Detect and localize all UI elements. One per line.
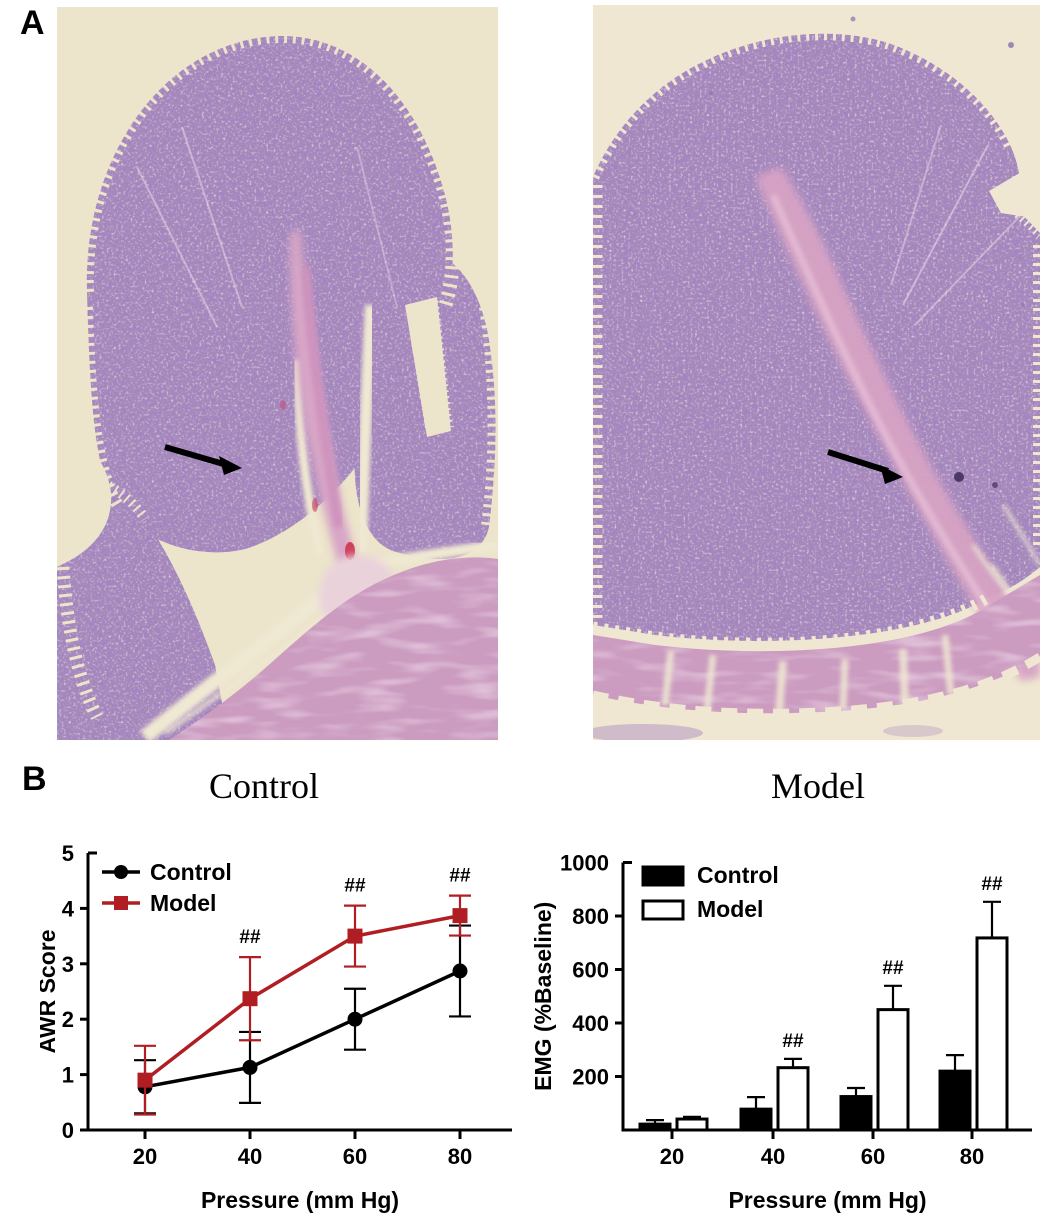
data-point — [347, 1011, 363, 1027]
data-point — [347, 928, 363, 944]
caption-control: Control — [208, 766, 320, 806]
x-tick-label: 60 — [861, 1144, 885, 1169]
caption-model: Model — [771, 766, 865, 806]
lamina-propria-band — [755, 167, 1040, 681]
awr-line-chart: 0 1 2 3 4 5 20 40 60 80 Pressure (mm Hg) AWR Score #… — [40, 841, 512, 1213]
bar-model — [975, 936, 1009, 1132]
x-axis-title: Pressure (mm Hg) — [728, 1187, 926, 1213]
data-point — [452, 963, 468, 979]
bar-control — [938, 1069, 972, 1132]
significance-label: ## — [882, 958, 904, 979]
x-tick-label: 40 — [761, 1144, 785, 1169]
bar-model — [776, 1066, 810, 1132]
legend-label: Control — [697, 862, 779, 888]
significance-label: ## — [449, 866, 471, 887]
legend-swatch — [641, 899, 685, 921]
legend-item-model: Model — [641, 896, 763, 922]
x-tick-label: 20 — [660, 1144, 684, 1169]
x-tick-label: 40 — [238, 1144, 262, 1169]
significance-label: ## — [344, 876, 366, 897]
x-tick-label: 80 — [448, 1144, 472, 1169]
emg-bar-chart: 200 400 600 800 1000 20 40 60 80 Pressure (mm Hg)… — [530, 851, 1032, 1213]
x-tick-label: 60 — [343, 1144, 367, 1169]
bar-control — [739, 1107, 773, 1132]
debris-specks — [709, 16, 1025, 488]
right-edge-notch — [989, 161, 1040, 219]
x-tick-label: 20 — [133, 1144, 157, 1169]
y-tick-label: 1 — [62, 1063, 74, 1088]
y-tick-label: 600 — [572, 958, 609, 983]
panel-b-label: B — [22, 760, 47, 798]
y-tick-label: 5 — [62, 841, 74, 866]
legend-label: Control — [150, 859, 232, 885]
bar-model — [675, 1117, 709, 1132]
histology-image-model — [593, 5, 1040, 740]
series-model — [134, 894, 471, 1116]
y-tick-label: 200 — [572, 1065, 609, 1090]
data-point — [137, 1072, 153, 1088]
legend-label: Model — [150, 890, 216, 916]
significance-label: ## — [782, 1031, 804, 1052]
arrow-annotation-control — [164, 444, 242, 475]
y-tick-label: 400 — [572, 1011, 609, 1036]
series-line — [143, 913, 461, 1082]
y-tick-label: 4 — [62, 896, 75, 921]
significance-label: ## — [239, 927, 261, 948]
y-axis-title: EMG (%Baseline) — [530, 902, 556, 1091]
data-point — [242, 991, 258, 1007]
y-tick-label: 2 — [62, 1007, 74, 1032]
series-line — [144, 969, 461, 1089]
y-tick-label: 3 — [62, 952, 74, 977]
villi-fringe — [593, 27, 1040, 649]
arrow-annotation-model — [827, 449, 903, 484]
legend-item-control: Control — [641, 862, 779, 888]
bar-control — [638, 1122, 672, 1132]
legend-item-control: Control — [102, 859, 232, 885]
x-axis-title: Pressure (mm Hg) — [201, 1187, 399, 1213]
legend-marker — [114, 896, 128, 910]
bar-control — [839, 1095, 873, 1132]
legend-label: Model — [697, 896, 763, 922]
significance-label: ## — [981, 874, 1003, 895]
legend-item-model: Model — [102, 890, 216, 916]
lamina-propria-core — [280, 229, 357, 567]
legend-swatch — [641, 865, 685, 887]
histology-image-control — [57, 7, 498, 740]
villi-fringe — [57, 28, 498, 720]
data-point — [242, 1059, 258, 1075]
series-control — [134, 924, 471, 1115]
y-tick-label: 0 — [62, 1118, 74, 1143]
y-tick-label: 800 — [572, 904, 609, 929]
x-tick-label: 80 — [960, 1144, 984, 1169]
data-point — [452, 908, 468, 924]
bar-model — [876, 1008, 910, 1132]
panel-a-label: A — [20, 4, 45, 42]
legend-marker — [114, 865, 128, 879]
y-axis-title: AWR Score — [40, 930, 60, 1054]
y-tick-label: 1000 — [560, 851, 609, 876]
